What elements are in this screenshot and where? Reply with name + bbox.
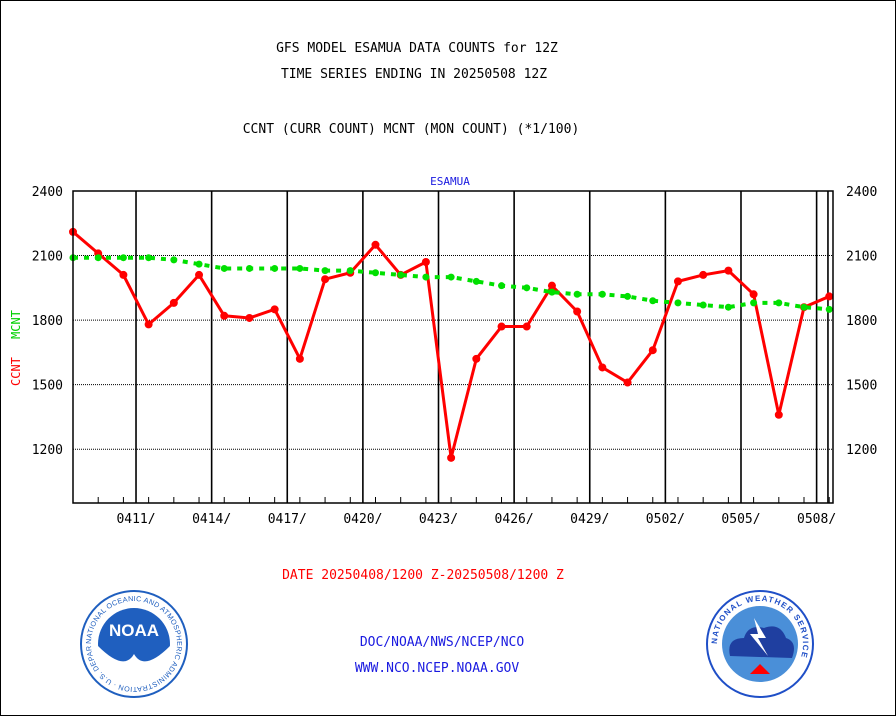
data-point-mcnt: [699, 301, 707, 309]
data-point-mcnt: [371, 269, 379, 277]
data-point-mcnt: [119, 254, 127, 262]
x-axis-date-label: DATE 20250408/1200 Z-20250508/1200 Z: [282, 568, 564, 583]
y-tick-label-right: 2400: [846, 185, 877, 200]
data-point-ccnt: [270, 305, 279, 314]
data-point-mcnt: [346, 267, 354, 275]
data-point-ccnt: [195, 270, 204, 279]
data-point-mcnt: [724, 303, 732, 311]
data-point-mcnt: [321, 267, 329, 275]
data-point-ccnt: [547, 281, 556, 290]
noaa-logo-text: NOAA: [109, 621, 159, 640]
data-point-mcnt: [397, 271, 405, 279]
data-point-ccnt: [220, 311, 229, 320]
data-point-mcnt: [422, 273, 430, 281]
y-tick-label-right: 1500: [846, 379, 877, 394]
footer-line-2: WWW.NCO.NCEP.NOAA.GOV: [355, 661, 520, 676]
y-tick-label-left: 2400: [32, 185, 63, 200]
data-point-mcnt: [220, 264, 228, 272]
data-point-ccnt: [522, 322, 531, 331]
y-axis-label-mcnt: MCNT: [9, 310, 23, 339]
x-tick-label: 0411/: [116, 512, 155, 527]
data-point-mcnt: [296, 264, 304, 272]
data-point-mcnt: [195, 260, 203, 268]
data-point-mcnt: [548, 288, 556, 296]
data-point-mcnt: [94, 254, 102, 262]
data-point-mcnt: [825, 305, 833, 313]
data-point-mcnt: [649, 297, 657, 305]
chart-title-line-3: CCNT (CURR COUNT) MCNT (MON COUNT) (*1/1…: [243, 122, 580, 137]
data-point-mcnt: [447, 273, 455, 281]
data-point-ccnt: [144, 320, 153, 329]
data-point-ccnt: [573, 307, 582, 316]
series-line-mcnt: [73, 255, 830, 312]
data-point-ccnt: [472, 354, 481, 363]
y-tick-label-left: 1500: [32, 379, 63, 394]
data-point-mcnt: [573, 290, 581, 298]
data-point-ccnt: [699, 270, 708, 279]
footer-line-1: DOC/NOAA/NWS/NCEP/NCO: [360, 635, 525, 650]
y-tick-label-left: 1200: [32, 443, 63, 458]
data-point-ccnt: [321, 275, 330, 284]
plot-border: [72, 190, 834, 504]
data-point-ccnt: [295, 354, 304, 363]
data-point-ccnt: [749, 290, 758, 299]
data-point-ccnt: [825, 292, 834, 301]
x-tick-label: 0502/: [646, 512, 685, 527]
panel-label: ESAMUA: [430, 175, 470, 188]
data-point-mcnt: [498, 282, 506, 290]
x-tick-label: 0505/: [721, 512, 760, 527]
noaa-logo: NOAA NATIONAL OCEANIC AND ATMOSPHERIC AD…: [80, 590, 188, 698]
data-point-ccnt: [648, 346, 657, 355]
y-tick-label-right: 1800: [846, 314, 877, 329]
data-point-mcnt: [271, 264, 279, 272]
y-axis-label-ccnt: CCNT: [9, 357, 23, 386]
x-tick-label: 0423/: [419, 512, 458, 527]
data-point-ccnt: [447, 453, 456, 462]
x-tick-label: 0420/: [343, 512, 382, 527]
data-point-ccnt: [169, 298, 178, 307]
chart-title-line-1: GFS MODEL ESAMUA DATA COUNTS for 12Z: [276, 41, 558, 56]
x-tick-label: 0417/: [268, 512, 307, 527]
data-point-mcnt: [800, 303, 808, 311]
data-point-ccnt: [673, 277, 682, 286]
y-tick-label-right: 1200: [846, 443, 877, 458]
data-point-ccnt: [371, 240, 380, 249]
plot-area: 1200 1200 1500 1500 1800 1800 2100 2100 2400 2400…: [32, 185, 878, 527]
data-point-mcnt: [624, 292, 632, 300]
y-tick-label-right: 2100: [846, 250, 877, 265]
chart-title-line-2: TIME SERIES ENDING IN 20250508 12Z: [281, 67, 547, 82]
data-point-ccnt: [421, 258, 430, 267]
series-line-ccnt: [72, 230, 830, 460]
data-point-mcnt: [750, 299, 758, 307]
data-point-mcnt: [523, 284, 531, 292]
data-point-mcnt: [245, 264, 253, 272]
data-point-ccnt: [724, 266, 733, 275]
data-point-ccnt: [623, 378, 632, 387]
y-tick-label-left: 2100: [32, 250, 63, 265]
x-tick-label: 0508/: [797, 512, 836, 527]
data-point-mcnt: [170, 256, 178, 264]
data-point-mcnt: [674, 299, 682, 307]
y-tick-label-left: 1800: [32, 314, 63, 329]
x-tick-label: 0429/: [570, 512, 609, 527]
data-point-ccnt: [774, 410, 783, 419]
x-tick-label: 0426/: [495, 512, 534, 527]
data-point-ccnt: [497, 322, 506, 331]
data-point-ccnt: [598, 363, 607, 372]
data-point-mcnt: [598, 290, 606, 298]
data-point-ccnt: [119, 270, 128, 279]
data-point-mcnt: [775, 299, 783, 307]
data-point-mcnt: [472, 277, 480, 285]
data-point-mcnt: [145, 254, 153, 262]
x-tick-label: 0414/: [192, 512, 231, 527]
nws-logo: NATIONAL WEATHER SERVICE: [706, 590, 814, 698]
data-point-ccnt: [245, 313, 254, 322]
